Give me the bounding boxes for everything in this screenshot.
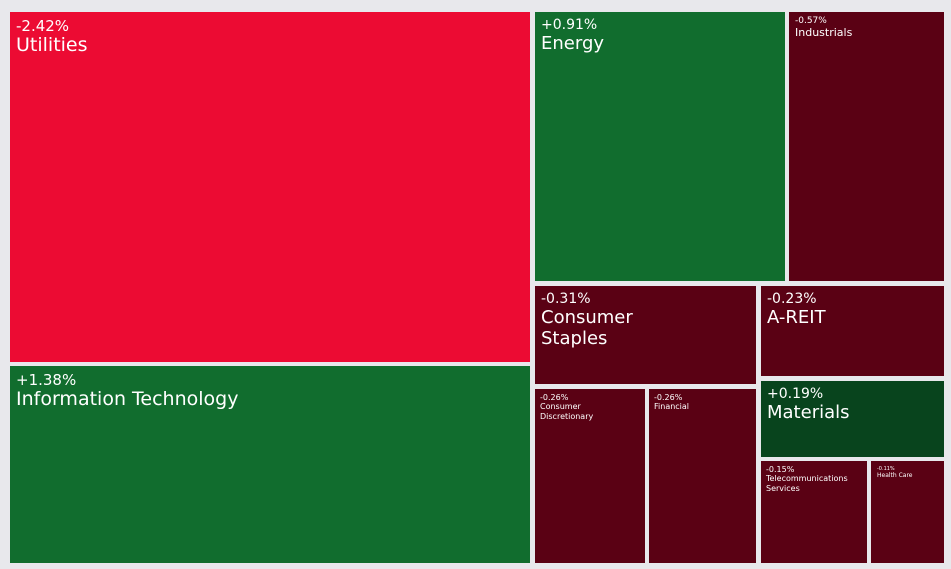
tile-change-label: -2.42% [16,17,70,35]
tile-health-care[interactable]: -0.11% Health Care [871,461,944,563]
tile-sector-label: Consumer Staples [541,307,633,349]
tile-sector-label: Energy [541,33,605,54]
tile-telecommunications-services[interactable]: -0.15% Telecommunications Services [761,461,867,563]
tile-change-label: -0.23% [767,291,817,307]
tile-financial[interactable]: -0.26% Financial [649,389,756,563]
tile-sector-label: Consumer Discretionary [540,402,594,421]
tile-change-label: -0.26% [540,393,569,402]
tile-utilities[interactable]: -2.42% Utilities [10,12,530,362]
tile-change-label: +1.38% [16,371,77,389]
tile-change-label: -0.15% [766,465,795,474]
tile-consumer-discretionary[interactable]: -0.26% Consumer Discretionary [535,389,645,563]
tile-sector-label: Financial [654,402,690,411]
tile-change-label: -0.31% [541,291,591,307]
tile-industrials[interactable]: -0.57% Industrials [789,12,944,281]
tile-sector-label: A-REIT [767,307,826,328]
tile-sector-label: Health Care [877,472,913,479]
tile-consumer-staples[interactable]: -0.31% Consumer Staples [535,286,756,384]
tile-a-reit[interactable]: -0.23% A-REIT [761,286,944,376]
tile-change-label: +0.91% [541,17,598,33]
tile-change-label: -0.11% [877,466,895,472]
tile-energy[interactable]: +0.91% Energy [535,12,785,281]
tile-sector-label: Information Technology [16,388,239,410]
tile-sector-label: Utilities [16,34,88,56]
tile-information-technology[interactable]: +1.38% Information Technology [10,366,530,563]
tile-sector-label: Materials [767,402,850,423]
tile-change-label: -0.26% [654,393,683,402]
tile-materials[interactable]: +0.19% Materials [761,381,944,457]
tile-change-label: -0.57% [795,16,827,26]
tile-change-label: +0.19% [767,386,824,402]
tile-sector-label: Industrials [795,26,853,39]
tile-sector-label: Telecommunications Services [766,474,848,493]
